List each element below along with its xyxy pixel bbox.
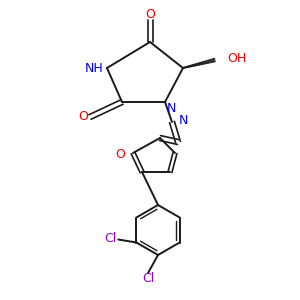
Text: Cl: Cl (104, 232, 116, 245)
Text: OH: OH (227, 52, 246, 64)
Text: Cl: Cl (142, 272, 154, 284)
Text: O: O (115, 148, 125, 160)
Text: O: O (145, 8, 155, 20)
Text: N: N (179, 115, 188, 128)
Text: N: N (167, 103, 176, 116)
Text: O: O (78, 110, 88, 124)
Text: NH: NH (84, 61, 103, 74)
